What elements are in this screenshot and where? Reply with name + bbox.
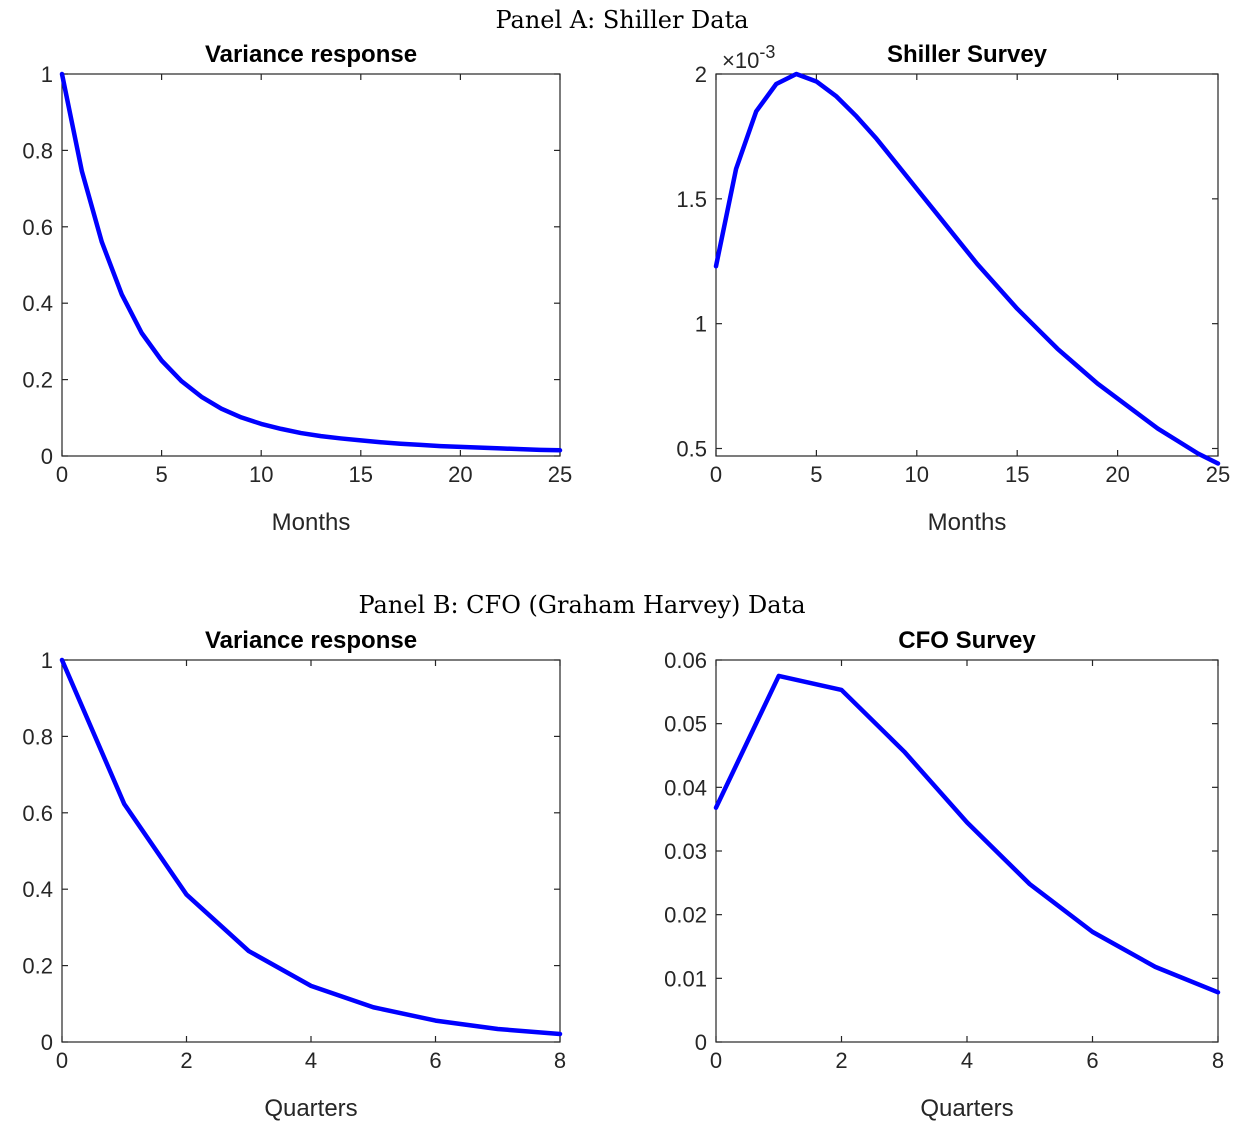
y-tick-label: 0.01 [664,966,707,991]
x-axis-label: Months [272,509,351,536]
chart-1: 0 5 10 15 20 25 0 0.2 0.4 0.6 0.8 1 Variance respons… [22,41,572,536]
y-tick-label: 0 [41,1030,53,1055]
panel-b-title: Panel B: CFO (Graham Harvey) Data [358,591,805,619]
chart-title: Variance response [205,41,417,68]
plot-frame [61,73,561,457]
y-tick-label: 0.8 [22,138,53,163]
x-axis-label: Months [928,509,1007,536]
y-tick-label: 0.8 [22,724,53,749]
y-tick-label: 0.02 [664,903,707,928]
y-tick-label: 0.2 [22,954,53,979]
x-tick-label: 15 [1005,462,1029,487]
x-tick-label: 8 [1212,1048,1224,1073]
y-tick-label: 1 [41,62,53,87]
chart-2: 0 5 10 15 20 25 0.5 1 1.5 2 ×10-3 Shiller Survey Mon… [676,41,1230,536]
x-tick-label: 0 [710,462,722,487]
y-tick-label: 0 [695,1030,707,1055]
x-tick-label: 0 [56,462,68,487]
y-exponent-label: ×10-3 [722,42,775,73]
x-tick-label: 4 [961,1048,973,1073]
x-axis-label: Quarters [264,1095,357,1122]
y-exponent-power: -3 [759,42,775,62]
y-tick-label: 0.4 [22,877,53,902]
y-tick-label: 0.6 [22,801,53,826]
x-tick-label: 10 [905,462,929,487]
chart-4: 0 2 4 6 8 0 0.01 0.02 0.03 0.04 0.05 0.06 CFO Survey… [664,627,1224,1122]
y-tick-label: 0.06 [664,648,707,673]
x-axis-label: Quarters [920,1095,1013,1122]
y-tick-label: 1.5 [676,187,707,212]
chart-title: Variance response [205,627,417,654]
y-tick-label: 0.05 [664,712,707,737]
y-tick-label: 0 [41,444,53,469]
series-line-1 [59,71,563,453]
y-tick-label: 0.5 [676,437,707,462]
plot-frame [715,73,1219,457]
y-tick-label: 2 [695,62,707,87]
y-tick-label: 0.4 [22,291,53,316]
y-tick-label: 0.6 [22,215,53,240]
x-tick-label: 6 [1086,1048,1098,1073]
x-tick-label: 25 [548,462,572,487]
y-exponent-base: ×10 [722,48,759,73]
x-tick-label: 0 [710,1048,722,1073]
x-tick-label: 20 [1105,462,1129,487]
x-tick-label: 15 [349,462,373,487]
x-tick-label: 2 [180,1048,192,1073]
y-tick-label: 0.2 [22,368,53,393]
y-tick-label: 0.03 [664,839,707,864]
x-tick-label: 8 [554,1048,566,1073]
series-line-1 [59,657,563,1037]
x-tick-label: 20 [448,462,472,487]
x-tick-label: 2 [835,1048,847,1073]
series-line-1 [713,71,1221,466]
x-tick-label: 25 [1206,462,1230,487]
x-tick-label: 10 [249,462,273,487]
x-tick-label: 0 [56,1048,68,1073]
plot-frame [715,659,1219,1043]
chart-title: Shiller Survey [887,41,1048,68]
x-tick-label: 4 [305,1048,317,1073]
y-tick-label: 1 [41,648,53,673]
y-tick-label: 1 [695,312,707,337]
series-line-1 [713,673,1221,995]
chart-title: CFO Survey [898,627,1036,654]
x-tick-label: 5 [810,462,822,487]
x-tick-label: 5 [155,462,167,487]
y-tick-label: 0.04 [664,775,707,800]
x-tick-label: 6 [429,1048,441,1073]
panel-a-title: Panel A: Shiller Data [495,6,748,34]
chart-3: 0 2 4 6 8 0 0.2 0.4 0.6 0.8 1 Variance response Quar… [22,627,566,1122]
